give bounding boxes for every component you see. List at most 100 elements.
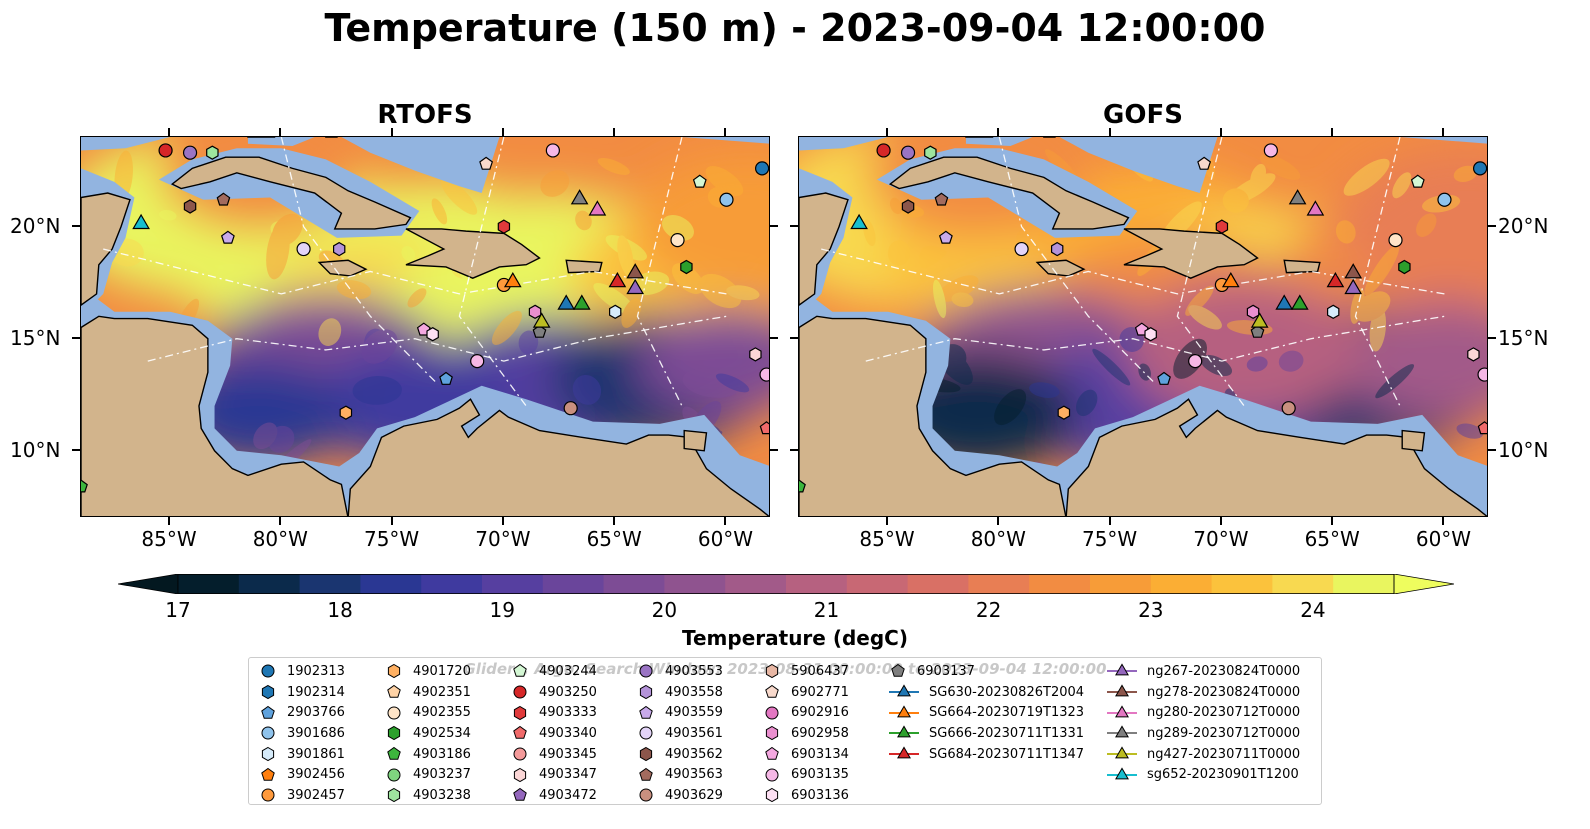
x-tick-label: 80°W [252, 527, 308, 551]
legend-marker-icon [387, 788, 401, 803]
x-tick-mark [279, 128, 282, 136]
argo-float-marker [426, 327, 439, 342]
legend-entry-label: 3902457 [287, 787, 345, 803]
legend-entry-label: SG666-20230711T1331 [929, 725, 1085, 741]
legend-column: 4903553 4903558 4903559 4903561 4903562 49035… [637, 661, 723, 806]
y-tick-label: 15°N [1498, 325, 1549, 350]
legend-marker-icon [513, 767, 527, 782]
glider-marker [132, 213, 150, 230]
glider-marker [532, 312, 551, 328]
legend-marker-icon [261, 705, 275, 719]
argo-float-marker [497, 219, 511, 234]
legend-entry: 4903561 [637, 723, 723, 744]
legend-column: 6903137 SG630-20230826T2004 SG664-20230719… [889, 661, 1084, 764]
argo-float-marker [759, 421, 769, 435]
legend-entry: 4903238 [385, 785, 471, 806]
x-tick-mark [613, 517, 616, 525]
glider-marker [626, 263, 645, 279]
x-tick-label: 70°W [1193, 527, 1249, 551]
legend-entry: 4903250 [511, 682, 597, 703]
legend-entry-label: 6902916 [791, 705, 849, 721]
argo-float-marker [1057, 405, 1071, 420]
legend-marker-icon [1107, 725, 1137, 738]
argo-float-marker [1437, 192, 1452, 207]
colorbar-tick-label: 23 [1138, 598, 1164, 622]
legend-marker-icon [261, 788, 275, 802]
legend-marker-icon [1107, 684, 1137, 697]
colorbar-tick-label: 21 [813, 598, 840, 622]
legend-entry: 4903333 [511, 702, 597, 723]
y-tick-mark [72, 448, 80, 451]
x-tick-mark [390, 128, 393, 136]
colorbar-tick-label: 17 [165, 598, 191, 622]
legend-marker-icon [765, 706, 779, 720]
legend-marker-icon [639, 788, 653, 802]
argo-float-marker [670, 232, 685, 248]
legend-entry-label: ng289-20230712T0000 [1147, 725, 1301, 741]
legend-marker-icon [765, 788, 779, 803]
y-tick-mark [1488, 336, 1496, 339]
legend-entry: 6902958 [763, 723, 849, 744]
legend-entry: 4903472 [511, 785, 597, 806]
y-tick-label: 15°N [10, 325, 61, 350]
legend-entry: 4902355 [385, 702, 471, 723]
x-tick-mark [1442, 517, 1445, 525]
argo-float-marker [1467, 347, 1480, 362]
legend-entry-label: 6902958 [791, 725, 849, 741]
legend-column: 4901720 4902351 4902355 4902534 4903186 49032… [385, 661, 471, 806]
glider-marker [572, 294, 591, 310]
legend-entry-label: 4903244 [539, 663, 597, 679]
y-tick-mark [790, 336, 798, 339]
x-tick-mark [886, 128, 889, 136]
legend-entry-label: 4903562 [665, 746, 723, 762]
map-gofs[interactable] [798, 136, 1488, 517]
legend-entry-label: 4903333 [539, 705, 597, 721]
legend-entry: sg652-20230901T1200 [1107, 764, 1300, 785]
argo-float-marker [1398, 259, 1411, 275]
argo-float-marker [901, 199, 915, 214]
panel-title-rtofs: RTOFS [377, 100, 473, 130]
legend-marker-icon [765, 664, 779, 679]
argo-float-marker [719, 192, 734, 207]
legend-entry-label: 4903553 [665, 663, 723, 679]
colorbar-tick-label: 24 [1300, 598, 1326, 622]
legend-entry: 4903186 [385, 744, 471, 765]
colorbar-tick-label: 19 [489, 598, 515, 622]
x-tick-mark [1331, 517, 1334, 525]
legend-marker-icon [387, 664, 401, 679]
legend-marker-icon [639, 747, 653, 762]
glider-marker [1344, 278, 1363, 295]
legend-entry-label: 4903629 [665, 787, 723, 803]
legend-entry: SG664-20230719T1323 [889, 702, 1084, 723]
argo-float-marker [1477, 421, 1487, 435]
legend-entry-label: SG684-20230711T1347 [929, 746, 1085, 762]
legend-marker-icon [387, 726, 401, 741]
legend-entry: 4902351 [385, 682, 471, 703]
x-tick-mark [997, 517, 1000, 525]
legend-marker-icon [261, 767, 275, 781]
x-tick-label: 85°W [141, 527, 197, 551]
argo-float-marker [1051, 241, 1064, 257]
argo-float-marker [206, 145, 219, 160]
x-tick-label: 60°W [697, 527, 754, 551]
legend-marker-icon [513, 664, 527, 678]
argo-float-marker [333, 241, 346, 257]
argo-float-marker [470, 354, 485, 369]
argo-float-marker [439, 371, 453, 385]
map-rtofs[interactable] [80, 136, 770, 517]
panel-title-gofs: GOFS [1103, 100, 1183, 130]
x-tick-mark [1108, 517, 1111, 525]
argo-float-marker [545, 143, 560, 158]
legend-entry: 4903559 [637, 702, 723, 723]
legend-entry: SG630-20230826T2004 [889, 682, 1084, 703]
argo-float-marker [924, 145, 937, 160]
map-gofs-canvas [799, 137, 1487, 516]
colorbar-tick-label: 18 [327, 598, 353, 622]
x-tick-label: 80°W [970, 527, 1026, 551]
argo-float-marker [1388, 232, 1403, 248]
x-tick-mark [613, 128, 616, 136]
argo-float-marker [608, 304, 622, 319]
legend-entry-label: 4903237 [413, 767, 471, 783]
x-tick-mark [724, 517, 727, 525]
legend-entry-label: 6903135 [791, 767, 849, 783]
